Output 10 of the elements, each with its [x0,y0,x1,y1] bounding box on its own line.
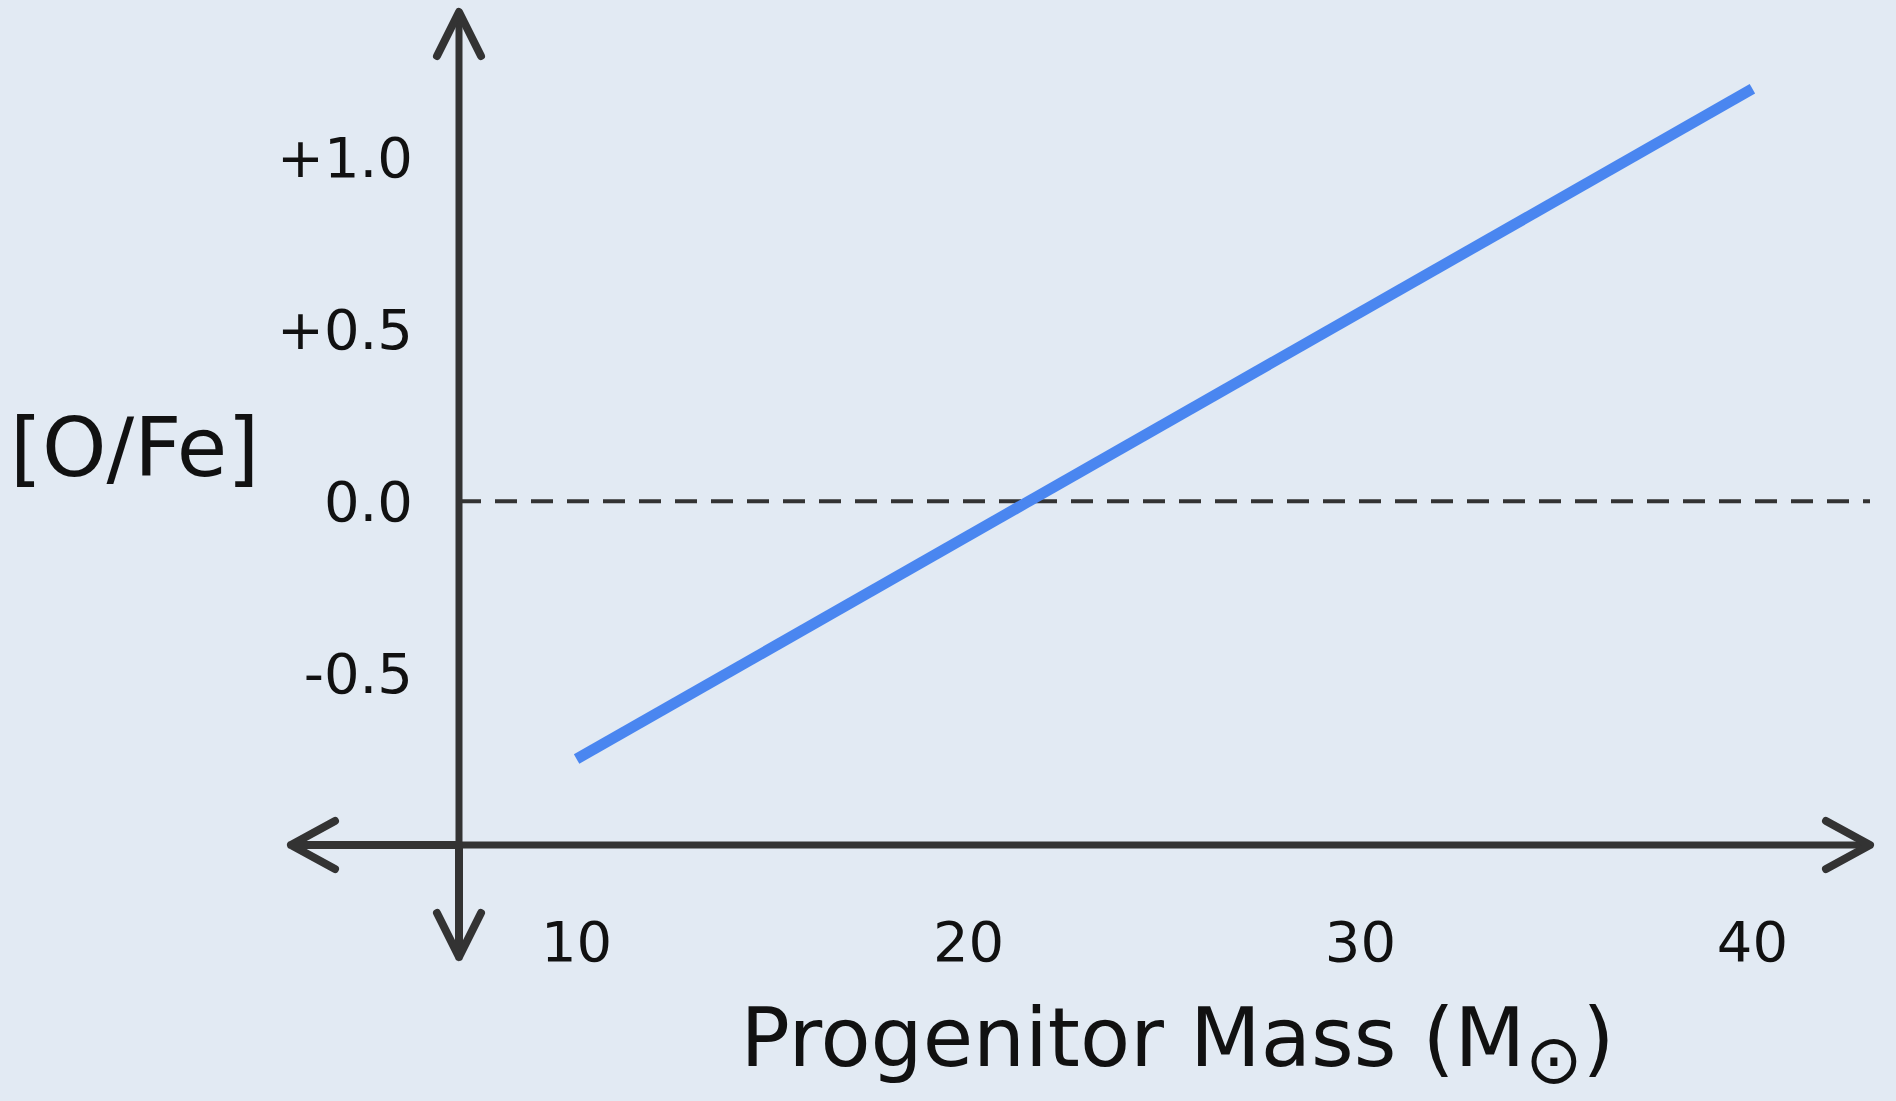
x-tick-label: 40 [1716,908,1789,974]
y-axis-title: [O/Fe] [10,400,260,495]
x-tick-label: 30 [1324,908,1397,974]
y-tick-label: +1.0 [277,125,413,191]
y-tick-label: -0.5 [303,641,413,707]
y-tick-label: 0.0 [323,469,413,535]
x-tick-label: 10 [540,908,613,974]
x-axis-title: Progenitor Mass (M$_{⊙}$) [739,990,1616,1100]
x-tick-label: 20 [932,908,1005,974]
y-tick-label: +0.5 [277,297,413,363]
